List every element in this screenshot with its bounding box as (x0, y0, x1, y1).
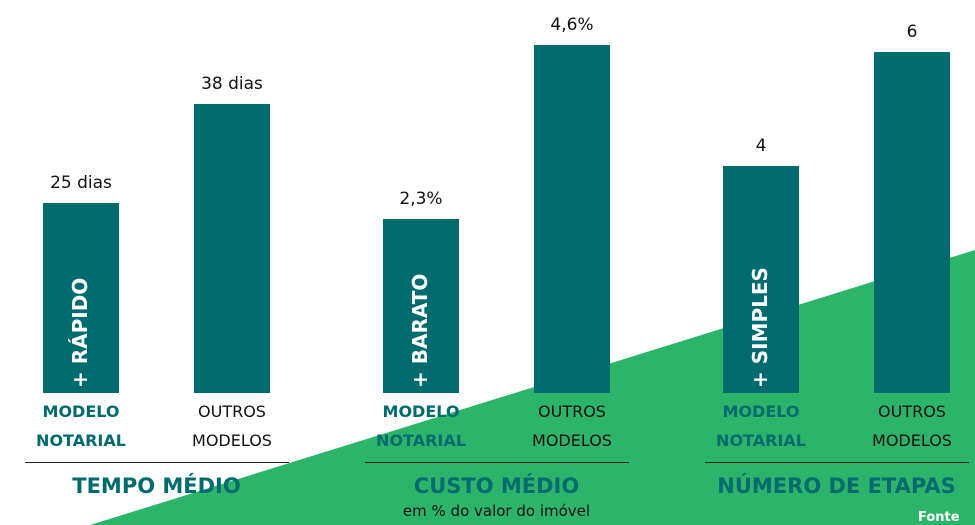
bar-annotation: + SIMPLES (748, 267, 772, 388)
value-label: 2,3% (399, 189, 443, 210)
footer: Fonte (918, 510, 960, 525)
category-label: OUTROS MODELOS (192, 402, 272, 450)
category-label: MODELO NOTARIAL (36, 402, 126, 450)
bar (874, 52, 950, 393)
bar (43, 203, 119, 393)
value-label: 25 dias (50, 173, 112, 193)
bar-annotation: + BARATO (408, 273, 432, 388)
bar (534, 45, 610, 393)
chart-title: NÚMERO DE ETAPAS (717, 474, 956, 498)
separator (704, 462, 969, 463)
separator (364, 462, 629, 463)
bar (194, 104, 270, 393)
bar (383, 219, 459, 393)
category-label: OUTROS MODELOS (532, 402, 612, 450)
chart-title: CUSTO MÉDIO (413, 474, 580, 498)
chart-title: TEMPO MÉDIO (72, 474, 241, 498)
value-label: 6 (906, 22, 918, 43)
value-label: 4,6% (550, 15, 594, 36)
value-label: 38 dias (201, 74, 263, 95)
bar (723, 165, 799, 393)
separator (24, 462, 289, 463)
category-label: MODELO NOTARIAL (716, 402, 806, 450)
value-label: 4 (755, 135, 767, 156)
chart-subtitle: em % do valor do imóvel (402, 502, 591, 520)
bar-annotation: + RÁPIDO (68, 277, 92, 388)
category-label: OUTROS MODELOS (872, 402, 952, 450)
category-label: MODELO NOTARIAL (376, 402, 466, 450)
